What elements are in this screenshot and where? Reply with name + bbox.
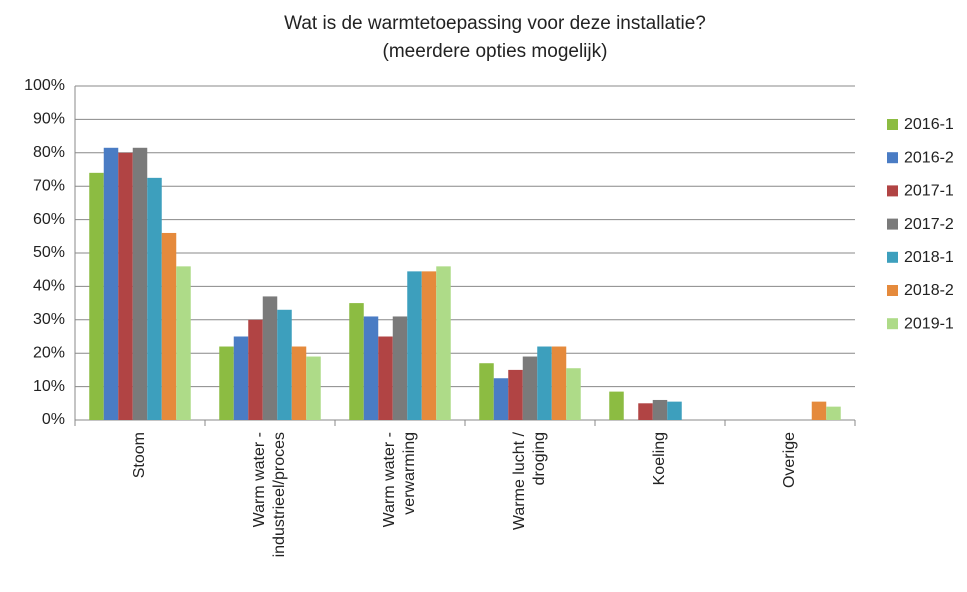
bar — [233, 336, 249, 420]
y-tick-label: 30% — [33, 311, 65, 328]
x-tick-label: Overige — [781, 432, 798, 488]
y-tick-label: 40% — [33, 278, 65, 295]
bar — [479, 363, 494, 420]
y-tick-label: 80% — [33, 144, 65, 161]
bar — [493, 378, 509, 420]
legend-label: 2017-1 — [904, 183, 954, 200]
legend-swatch — [887, 251, 898, 263]
bar — [392, 316, 408, 420]
legend-label: 2016-1 — [904, 116, 954, 133]
bar — [537, 346, 552, 420]
x-tick-label: industrieel/proces — [271, 432, 288, 557]
bar — [811, 401, 827, 420]
legend-label: 2018-1 — [904, 249, 954, 266]
bar — [262, 296, 278, 420]
bar — [522, 356, 538, 420]
legend-label: 2019-1 — [904, 315, 954, 332]
legend-swatch — [887, 152, 898, 164]
y-tick-label: 70% — [33, 177, 65, 194]
legend-label: 2016-2 — [904, 149, 954, 166]
bar — [349, 303, 364, 420]
bar — [118, 152, 133, 421]
x-tick-label: Koeling — [651, 432, 668, 485]
legend-swatch — [887, 218, 898, 230]
bar — [291, 346, 307, 420]
y-tick-label: 50% — [33, 244, 65, 261]
legend-swatch — [887, 119, 898, 130]
bar — [407, 271, 422, 420]
x-tick-label: Warme lucht / — [511, 431, 528, 530]
y-tick-label: 10% — [33, 378, 65, 395]
x-tick-label: verwarming — [401, 432, 418, 515]
bar — [638, 403, 653, 420]
bar — [652, 399, 668, 420]
legend-label: 2018-2 — [904, 282, 954, 299]
y-tick-label: 100% — [24, 77, 65, 94]
bar — [219, 346, 234, 420]
bar — [277, 309, 292, 420]
x-tick-label: Stoom — [131, 432, 148, 478]
y-tick-label: 20% — [33, 344, 65, 361]
y-tick-label: 0% — [42, 411, 65, 428]
legend-swatch — [887, 318, 898, 330]
bar — [826, 406, 841, 420]
chart-title: Wat is de warmtetoepassing voor deze ins… — [284, 13, 706, 34]
bar — [363, 316, 379, 420]
bar — [609, 391, 624, 420]
bar — [306, 356, 321, 420]
legend-label: 2017-2 — [904, 216, 954, 233]
bar — [508, 369, 523, 420]
bar — [436, 266, 451, 420]
legend-swatch — [887, 285, 898, 296]
bar — [667, 401, 682, 420]
x-tick-label: Warm water - — [251, 432, 268, 527]
y-tick-label: 90% — [33, 111, 65, 128]
y-tick-label: 60% — [33, 211, 65, 228]
bar — [161, 232, 177, 420]
x-tick-label: droging — [531, 432, 548, 485]
bar — [89, 172, 104, 420]
chart-subtitle: (meerdere opties mogelijk) — [383, 41, 608, 62]
legend-swatch — [887, 185, 898, 197]
bar — [132, 147, 148, 421]
bar — [103, 147, 119, 421]
bar — [378, 336, 393, 420]
bar — [176, 266, 191, 420]
bar — [147, 177, 162, 420]
x-tick-label: Warm water - — [381, 432, 398, 527]
bar — [551, 346, 567, 420]
bar — [248, 319, 263, 420]
bar — [566, 368, 581, 420]
bar — [421, 271, 437, 420]
